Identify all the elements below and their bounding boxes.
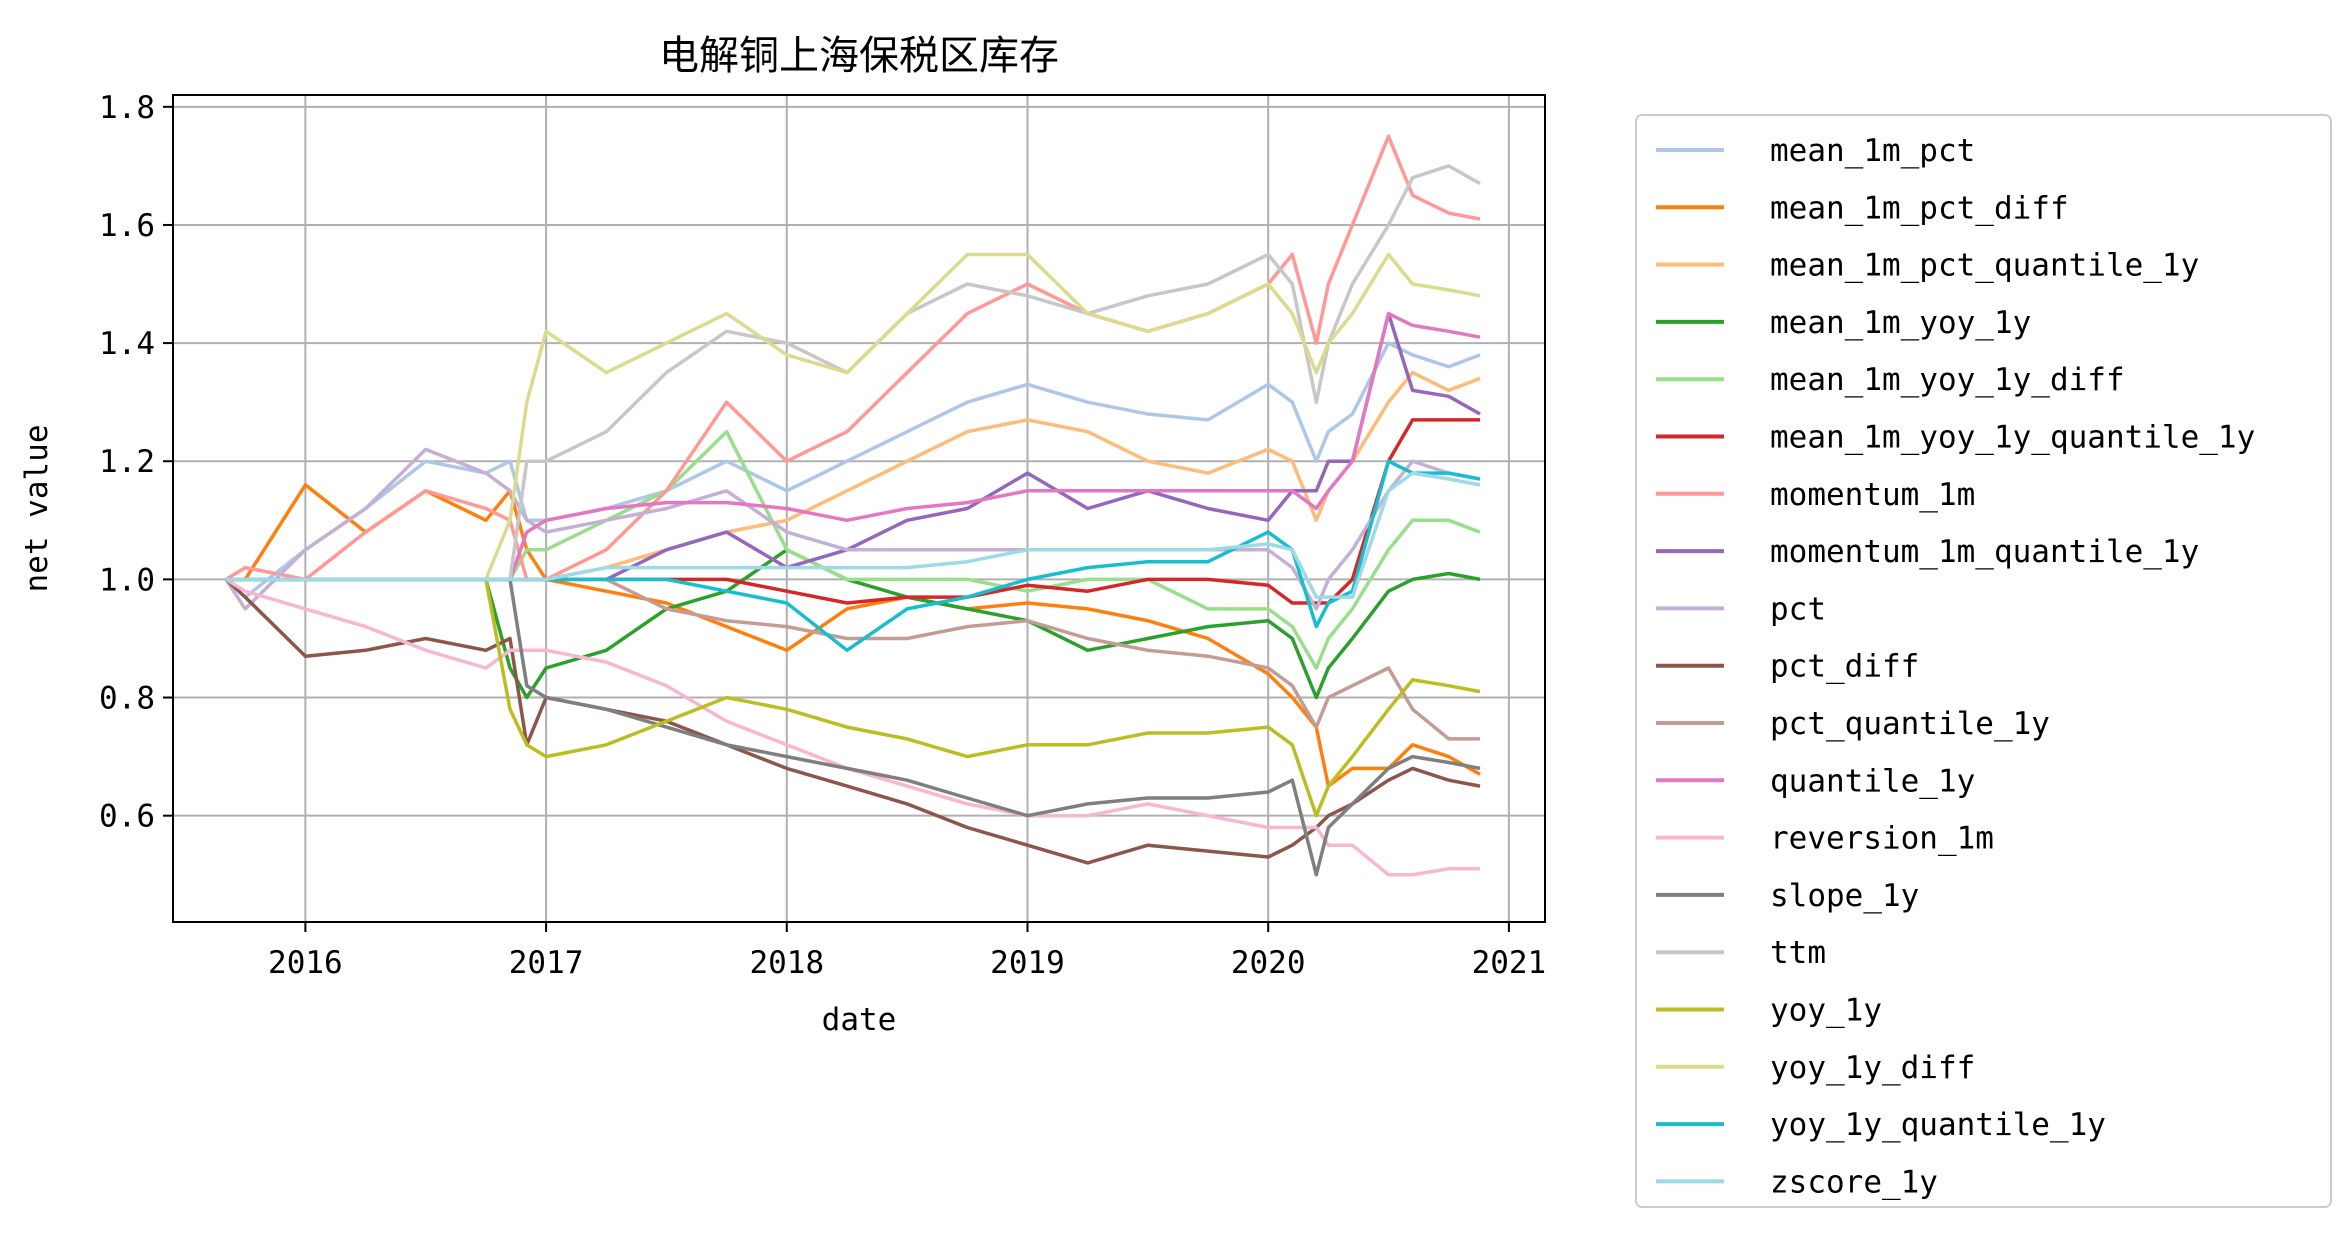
legend-label: yoy_1y_quantile_1y [1770, 1107, 2106, 1143]
legend-entry: momentum_1m [1656, 477, 1975, 513]
x-axis-label: date [822, 1002, 897, 1038]
series-line-momentum-1m [225, 134, 1481, 582]
y-axis-ticks: 0.6 0.8 1.0 1.2 1.4 1.6 1.8 [99, 90, 173, 835]
legend-label: momentum_1m_quantile_1y [1770, 534, 2199, 570]
y-axis-label: net value [19, 425, 55, 593]
series-line-pct-diff [224, 578, 1481, 865]
legend-label: mean_1m_yoy_1y_diff [1770, 362, 2125, 398]
legend-label: mean_1m_yoy_1y [1770, 305, 2031, 341]
legend-label: pct_quantile_1y [1770, 706, 2050, 742]
series-line-zscore-1y [226, 471, 1481, 599]
x-tick-label: 2017 [509, 945, 584, 981]
x-tick-label: 2021 [1472, 945, 1547, 981]
legend-label: mean_1m_yoy_1y_quantile_1y [1770, 420, 2255, 456]
legend-entry: mean_1m_pct [1656, 133, 1975, 169]
legend-frame [1635, 114, 2332, 1208]
legend-label: yoy_1y_diff [1770, 1050, 1975, 1086]
series-line-pct [224, 447, 1481, 611]
y-tick-label: 0.6 [99, 799, 155, 835]
legend-entry: mean_1m_yoy_1y_quantile_1y [1656, 420, 2255, 456]
legend-label: quantile_1y [1770, 763, 1975, 799]
legend-label: yoy_1y [1770, 993, 1882, 1029]
x-axis-ticks: 2016 2017 2018 2019 2020 2021 [268, 922, 1546, 981]
legend-entry: pct_diff [1656, 649, 1919, 685]
x-tick-label: 2019 [990, 945, 1065, 981]
x-tick-label: 2020 [1231, 945, 1306, 981]
x-tick-label: 2016 [268, 945, 343, 981]
legend-entry: pct [1656, 591, 1826, 627]
legend: mean_1m_pct mean_1m_pct_diff mean_1m_pct_q… [1635, 114, 2332, 1208]
series-line-mean-1m-pct [224, 341, 1481, 599]
legend-entry: mean_1m_pct_quantile_1y [1656, 248, 2199, 284]
legend-entry: mean_1m_pct_diff [1656, 190, 2069, 226]
legend-label: zscore_1y [1770, 1164, 1938, 1200]
y-tick-label: 1.8 [99, 90, 155, 126]
series-lines [224, 134, 1481, 877]
legend-entry: yoy_1y_diff [1656, 1050, 1975, 1086]
legend-entry: pct_quantile_1y [1656, 706, 2050, 742]
legend-label: reversion_1m [1770, 821, 1994, 857]
legend-label: pct_diff [1770, 649, 1919, 685]
legend-entry: yoy_1y [1656, 993, 1882, 1029]
plot-area-frame [172, 94, 1546, 923]
legend-label: ttm [1770, 935, 1826, 971]
legend-label: pct [1770, 591, 1826, 627]
y-tick-label: 1.4 [99, 326, 155, 362]
legend-label: mean_1m_pct_quantile_1y [1770, 248, 2199, 284]
y-tick-label: 1.0 [99, 562, 155, 598]
series-line-reversion-1m [225, 577, 1480, 877]
legend-entry: mean_1m_yoy_1y_diff [1656, 362, 2125, 398]
legend-entry: quantile_1y [1656, 763, 1975, 799]
legend-label: mean_1m_pct [1770, 133, 1975, 169]
legend-entry: mean_1m_yoy_1y [1656, 305, 2031, 341]
y-tick-label: 1.2 [99, 444, 155, 480]
legend-entry: reversion_1m [1656, 821, 1994, 857]
x-tick-label: 2018 [749, 945, 824, 981]
legend-label: slope_1y [1770, 878, 1919, 914]
legend-entry: ttm [1656, 935, 1826, 971]
legend-label: momentum_1m [1770, 477, 1975, 513]
legend-entry: slope_1y [1656, 878, 1919, 914]
legend-entry: zscore_1y [1656, 1164, 1938, 1200]
legend-entry: momentum_1m_quantile_1y [1656, 534, 2199, 570]
y-tick-label: 1.6 [99, 208, 155, 244]
y-tick-label: 0.8 [99, 681, 155, 717]
legend-label: mean_1m_pct_diff [1770, 190, 2069, 226]
legend-entry: yoy_1y_quantile_1y [1656, 1107, 2106, 1143]
chart-title: 电解铜上海保税区库存 [659, 33, 1059, 79]
